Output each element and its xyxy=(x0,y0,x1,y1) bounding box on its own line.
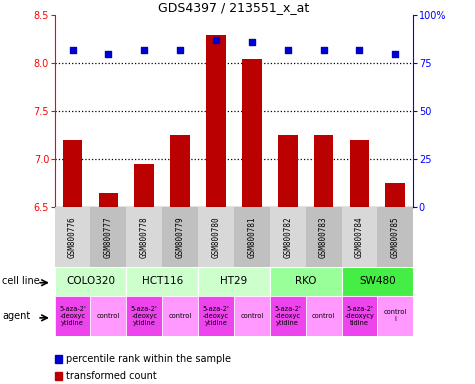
Text: 5-aza-2'
-deoxyc
ytidine: 5-aza-2' -deoxyc ytidine xyxy=(59,306,86,326)
Text: GSM800784: GSM800784 xyxy=(355,216,364,258)
Text: control: control xyxy=(240,313,264,319)
Bar xyxy=(234,296,270,336)
Text: control: control xyxy=(312,313,335,319)
Bar xyxy=(278,136,298,207)
Bar xyxy=(306,296,342,336)
Bar xyxy=(162,296,198,336)
Bar xyxy=(63,140,83,207)
Bar xyxy=(91,207,126,267)
Point xyxy=(356,47,363,53)
Bar xyxy=(162,207,198,267)
Bar xyxy=(385,184,405,207)
Point xyxy=(284,47,292,53)
Text: control
l: control l xyxy=(384,310,407,322)
Text: 5-aza-2'
-deoxycy
tidine: 5-aza-2' -deoxycy tidine xyxy=(344,306,374,326)
Point xyxy=(69,47,76,53)
Text: 5-aza-2'
-deoxyc
ytidine: 5-aza-2' -deoxyc ytidine xyxy=(131,306,158,326)
Bar xyxy=(170,136,190,207)
Text: GSM800783: GSM800783 xyxy=(319,216,328,258)
Text: COLO320: COLO320 xyxy=(66,276,115,286)
Text: HCT116: HCT116 xyxy=(142,276,183,286)
Text: GSM800781: GSM800781 xyxy=(247,216,257,258)
Bar xyxy=(306,207,342,267)
Bar xyxy=(206,35,226,207)
Text: transformed count: transformed count xyxy=(66,371,157,381)
Point xyxy=(141,47,148,53)
Point xyxy=(104,51,112,57)
Text: SW480: SW480 xyxy=(359,276,396,286)
Bar xyxy=(378,296,413,336)
Text: GSM800780: GSM800780 xyxy=(211,216,220,258)
Point xyxy=(248,39,256,45)
Bar xyxy=(126,267,198,296)
Bar xyxy=(55,296,91,336)
Point xyxy=(391,51,399,57)
Bar xyxy=(126,296,162,336)
Text: control: control xyxy=(169,313,192,319)
Point xyxy=(212,37,220,43)
Text: HT29: HT29 xyxy=(220,276,247,286)
Bar xyxy=(198,267,270,296)
Text: GSM800778: GSM800778 xyxy=(140,216,149,258)
Point xyxy=(176,47,184,53)
Bar xyxy=(270,207,306,267)
Bar xyxy=(350,140,370,207)
Text: GSM800776: GSM800776 xyxy=(68,216,77,258)
Text: 5-aza-2'
-deoxyc
ytidine: 5-aza-2' -deoxyc ytidine xyxy=(274,306,301,326)
Text: agent: agent xyxy=(2,311,30,321)
Bar xyxy=(234,207,270,267)
Bar xyxy=(55,207,91,267)
Bar xyxy=(242,58,262,207)
Bar xyxy=(342,267,413,296)
Text: GSM800782: GSM800782 xyxy=(283,216,292,258)
Bar xyxy=(198,296,234,336)
Bar xyxy=(342,207,378,267)
Bar xyxy=(342,296,378,336)
Bar xyxy=(91,296,126,336)
Bar xyxy=(55,267,126,296)
Text: control: control xyxy=(97,313,120,319)
Bar xyxy=(134,164,154,207)
Text: RKO: RKO xyxy=(295,276,316,286)
Text: percentile rank within the sample: percentile rank within the sample xyxy=(66,354,231,364)
Bar xyxy=(270,267,342,296)
Title: GDS4397 / 213551_x_at: GDS4397 / 213551_x_at xyxy=(158,1,310,14)
Text: GSM800777: GSM800777 xyxy=(104,216,113,258)
Text: GSM800779: GSM800779 xyxy=(176,216,185,258)
Bar xyxy=(126,207,162,267)
Bar xyxy=(378,207,413,267)
Bar xyxy=(270,296,306,336)
Text: GSM800785: GSM800785 xyxy=(391,216,400,258)
Point xyxy=(320,47,327,53)
Text: cell line: cell line xyxy=(2,276,40,286)
Text: 5-aza-2'
-deoxyc
ytidine: 5-aza-2' -deoxyc ytidine xyxy=(202,306,229,326)
Bar xyxy=(314,136,333,207)
Bar xyxy=(98,193,118,207)
Bar xyxy=(198,207,234,267)
